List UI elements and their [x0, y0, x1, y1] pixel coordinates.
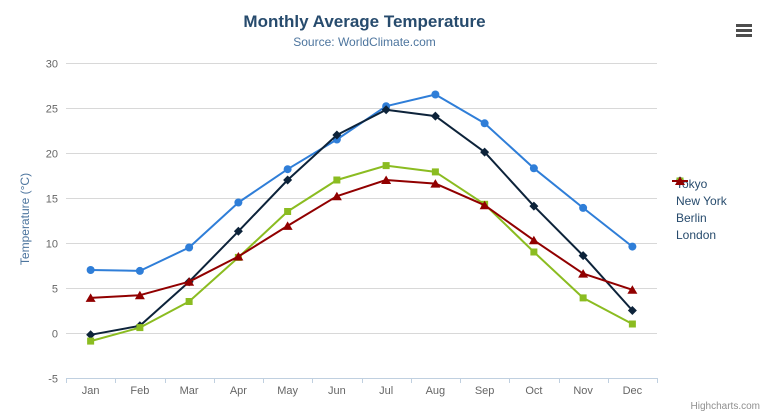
point-london-aug[interactable] [430, 179, 441, 188]
credits-link[interactable]: Highcharts.com [690, 401, 760, 412]
series-line-london[interactable] [89, 179, 634, 299]
y-axis-label-5: 5 [52, 284, 58, 296]
point-london-may[interactable] [282, 221, 293, 230]
point-london-oct[interactable] [528, 235, 539, 245]
series-new-york [86, 105, 637, 340]
x-axis-label-jul: Jul [379, 385, 393, 397]
point-tokyo-sep[interactable] [480, 119, 489, 128]
point-london-jan[interactable] [85, 293, 96, 302]
legend-marker-triangle-icon [672, 176, 688, 185]
point-tokyo-apr[interactable] [234, 198, 243, 207]
point-new-york-apr[interactable] [233, 226, 243, 236]
point-berlin-dec[interactable] [628, 320, 636, 328]
legend-item-berlin[interactable]: Berlin [672, 177, 727, 226]
point-london-apr[interactable] [233, 252, 244, 261]
point-london-sep[interactable] [479, 200, 490, 210]
x-axis-label-dec: Dec [623, 385, 643, 397]
legend: Tokyo New York Berlin London [672, 175, 727, 243]
point-new-york-jun[interactable] [332, 130, 342, 140]
x-axis-label-may: May [277, 385, 298, 397]
point-berlin-mar[interactable] [185, 298, 193, 305]
series-london [85, 175, 638, 302]
point-london-dec[interactable] [627, 285, 638, 294]
y-axis-label-20: 20 [46, 149, 58, 161]
series-tokyo [86, 90, 637, 275]
legend-symbol-london [675, 176, 685, 185]
point-london-jul[interactable] [381, 175, 392, 185]
point-berlin-may[interactable] [284, 208, 292, 215]
y-axis-label-30: 30 [46, 59, 58, 71]
legend-label-london: London [676, 227, 717, 242]
hamburger-menu-icon [736, 28, 752, 32]
point-london-feb[interactable] [134, 290, 145, 300]
point-new-york-aug[interactable] [430, 111, 440, 121]
y-axis-label-25: 25 [46, 104, 58, 116]
x-axis-label-oct: Oct [525, 385, 542, 397]
point-berlin-jan[interactable] [87, 337, 95, 345]
point-berlin-jul[interactable] [382, 162, 390, 170]
legend-label-berlin: Berlin [676, 210, 707, 225]
x-axis-label-mar: Mar [180, 385, 199, 397]
legend-label-new-york: New York [676, 193, 727, 208]
point-london-mar[interactable] [184, 277, 195, 286]
point-new-york-dec[interactable] [627, 306, 637, 315]
x-axis-label-feb: Feb [130, 385, 149, 397]
legend-item-london[interactable]: London [672, 176, 727, 243]
point-london-jun[interactable] [331, 191, 342, 201]
x-axis-label-aug: Aug [426, 385, 446, 397]
point-new-york-nov[interactable] [578, 251, 588, 261]
point-berlin-nov[interactable] [579, 294, 587, 302]
point-tokyo-feb[interactable] [135, 266, 144, 275]
point-tokyo-nov[interactable] [579, 203, 588, 212]
point-berlin-feb[interactable] [136, 324, 144, 332]
legend-item-new-york[interactable]: New York [672, 176, 727, 209]
series-line-new-york[interactable] [89, 108, 634, 336]
point-berlin-oct[interactable] [530, 248, 538, 256]
point-berlin-aug[interactable] [431, 168, 439, 176]
point-tokyo-aug[interactable] [431, 90, 440, 99]
y-axis-label-10: 10 [46, 239, 58, 251]
x-axis-label-apr: Apr [230, 385, 247, 397]
hamburger-menu-icon [736, 23, 752, 27]
point-tokyo-mar[interactable] [185, 243, 194, 252]
point-tokyo-may[interactable] [283, 165, 292, 174]
point-tokyo-dec[interactable] [628, 242, 637, 251]
point-new-york-jan[interactable] [86, 330, 96, 340]
point-berlin-jun[interactable] [333, 176, 341, 184]
point-new-york-sep[interactable] [480, 147, 490, 157]
x-axis-label-jan: Jan [82, 385, 100, 397]
point-new-york-jul[interactable] [381, 105, 391, 115]
point-new-york-may[interactable] [283, 175, 293, 185]
series-line-berlin[interactable] [89, 164, 634, 343]
y-axis-label-15: 15 [46, 194, 58, 206]
x-axis-label-jun: Jun [328, 385, 346, 397]
hamburger-menu-icon [736, 33, 752, 37]
context-menu-button[interactable] [732, 20, 756, 40]
point-tokyo-oct[interactable] [529, 164, 538, 173]
series-line-tokyo[interactable] [89, 93, 634, 272]
x-axis-label-sep: Sep [475, 385, 495, 397]
y-axis-label--5: -5 [48, 374, 58, 386]
y-axis-label-0: 0 [52, 329, 58, 341]
point-new-york-oct[interactable] [529, 201, 539, 211]
point-london-nov[interactable] [578, 269, 589, 278]
point-tokyo-jan[interactable] [86, 266, 95, 274]
x-axis-label-nov: Nov [573, 385, 593, 397]
